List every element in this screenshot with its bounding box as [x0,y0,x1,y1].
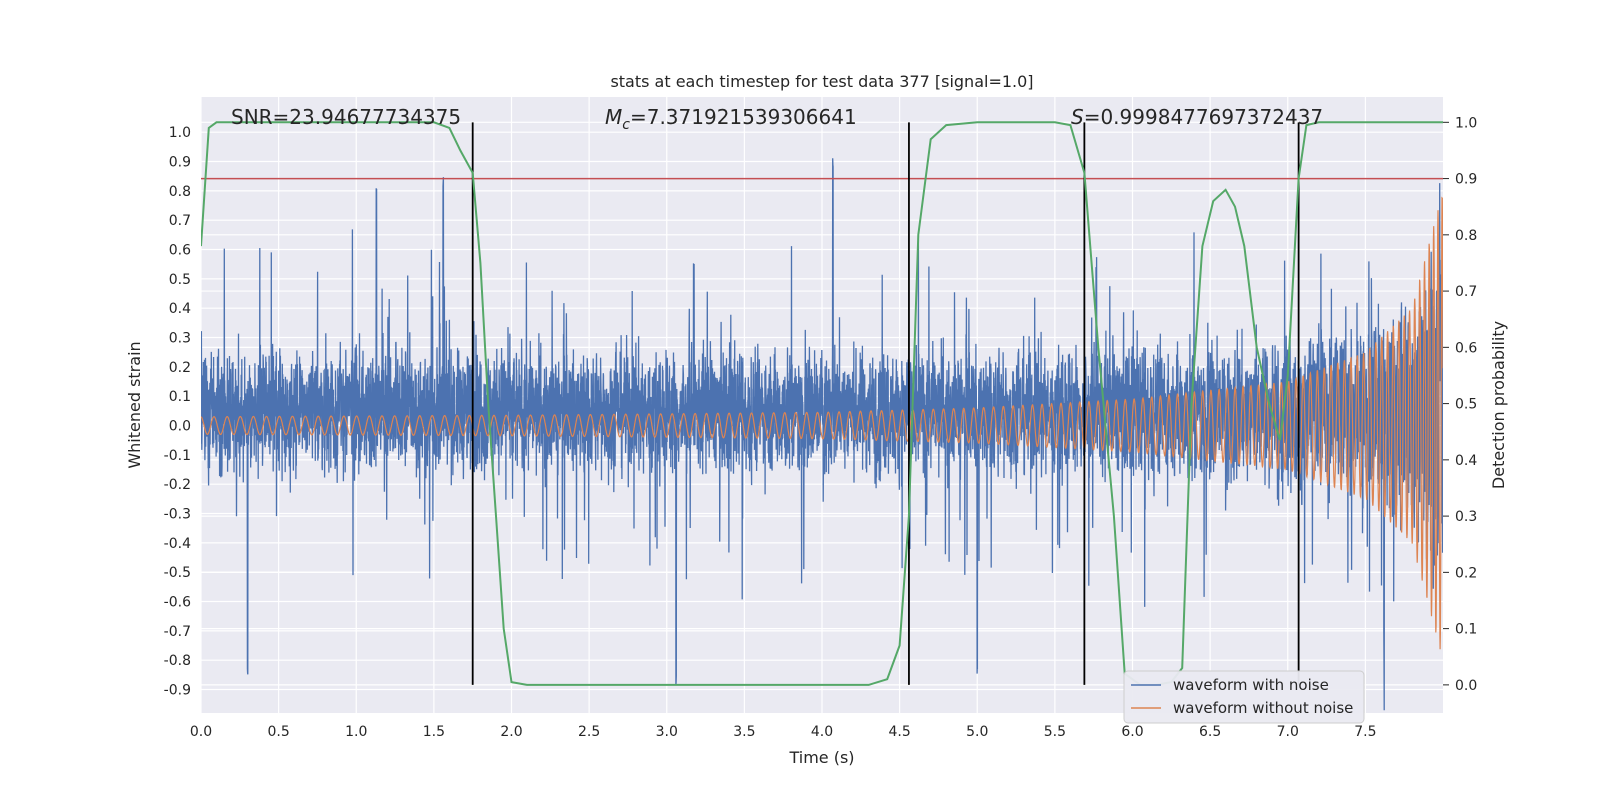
y-tick-label: -0.9 [164,683,191,699]
y-tick-label: -0.1 [164,448,191,464]
legend-label-clean: waveform without noise [1173,699,1353,717]
y-tick-label: -0.5 [164,565,191,581]
s-value: =0.9998477697372437 [1084,105,1323,129]
y2-axis-label: Detection probability [1489,321,1508,489]
x-tick-label: 4.0 [811,724,833,740]
series-waveform-without-noise [201,196,1443,650]
y2-tick-label: 0.0 [1455,678,1477,694]
legend-box [1123,670,1365,724]
y-axis-label: Whitened strain [125,341,144,468]
y-tick-label: 0.1 [169,389,191,405]
x-tick-label: 1.5 [423,724,445,740]
y-tick-label: -0.4 [164,536,191,552]
snr-annotation: SNR=23.94677734375 [231,105,461,129]
x-tick-label: 2.5 [578,724,600,740]
y2-tick-label: 0.2 [1455,565,1477,581]
y-tick-label: 0.8 [169,184,191,200]
mc-subscript: c [622,117,630,133]
x-tick-label: 6.0 [1121,724,1143,740]
y-tick-label: -0.7 [164,624,191,640]
chart-title: stats at each timestep for test data 377… [610,72,1033,91]
y2-tick-label: 0.6 [1455,340,1477,356]
y2-tick-label: 0.3 [1455,509,1477,525]
x-tick-label: 2.0 [500,724,522,740]
x-axis-label: Time (s) [788,748,854,767]
vertical-lines [471,122,1300,685]
y2-tick-label: 0.1 [1455,622,1477,638]
y-tick-label: 0.6 [169,243,191,259]
x-tick-label: 6.5 [1199,724,1221,740]
y-tick-label: 0.2 [169,360,191,376]
x-tick-label: 0.0 [190,724,212,740]
y-tick-label: -0.6 [164,595,191,611]
x-tick-label: 3.0 [656,724,678,740]
y-tick-label: 0.0 [169,419,191,435]
series-detection-probability [201,121,1443,686]
x-tick-label: 4.5 [888,724,910,740]
y2-tick-label: 0.8 [1455,228,1477,244]
legend: waveform with noise waveform without noi… [1123,670,1365,724]
x-tick-label: 7.0 [1277,724,1299,740]
x-ticks: 0.0 0.5 1.0 1.5 2.0 2.5 3.0 3.5 4.0 4.5 5.0 5.5 6.0 6… [190,724,1377,740]
x-tick-label: 7.5 [1354,724,1376,740]
x-tick-label: 1.0 [345,724,367,740]
s-annotation: S=0.9998477697372437 [1071,105,1323,129]
x-tick-label: 0.5 [267,724,289,740]
y2-tick-label: 0.5 [1455,397,1477,413]
y-tick-label: 0.4 [169,301,191,317]
y2-ticks: 1.0 0.9 0.8 0.7 0.6 0.5 0.4 0.3 0.2 0.1 0.0 [1443,115,1477,694]
chirp-mass-annotation: Mc=7.371921539306641 [605,105,857,133]
x-tick-label: 3.5 [733,724,755,740]
y-tick-label: 0.9 [169,155,191,171]
legend-label-noise: waveform with noise [1173,676,1329,694]
y-tick-label: -0.8 [164,653,191,669]
y-tick-label: 0.3 [169,331,191,347]
x-tick-label: 5.5 [1044,724,1066,740]
y-tick-label: -0.3 [164,507,191,523]
y-tick-label: 0.7 [169,213,191,229]
y2-tick-label: 0.9 [1455,172,1477,188]
s-symbol: S [1071,105,1084,129]
y-ticks: 1.0 0.9 0.8 0.7 0.6 0.5 0.4 0.3 0.2 0.1 0.0 -0.1 -0.… [164,125,191,698]
y2-tick-label: 0.7 [1455,284,1477,300]
y-tick-label: -0.2 [164,477,191,493]
y2-tick-label: 0.4 [1455,453,1477,469]
y-tick-label: 1.0 [169,125,191,141]
x-tick-label: 5.0 [966,724,988,740]
y2-tick-label: 1.0 [1455,115,1477,131]
y-tick-label: 0.5 [169,272,191,288]
mc-value: =7.371921539306641 [630,105,857,129]
mc-symbol: M [605,105,622,129]
